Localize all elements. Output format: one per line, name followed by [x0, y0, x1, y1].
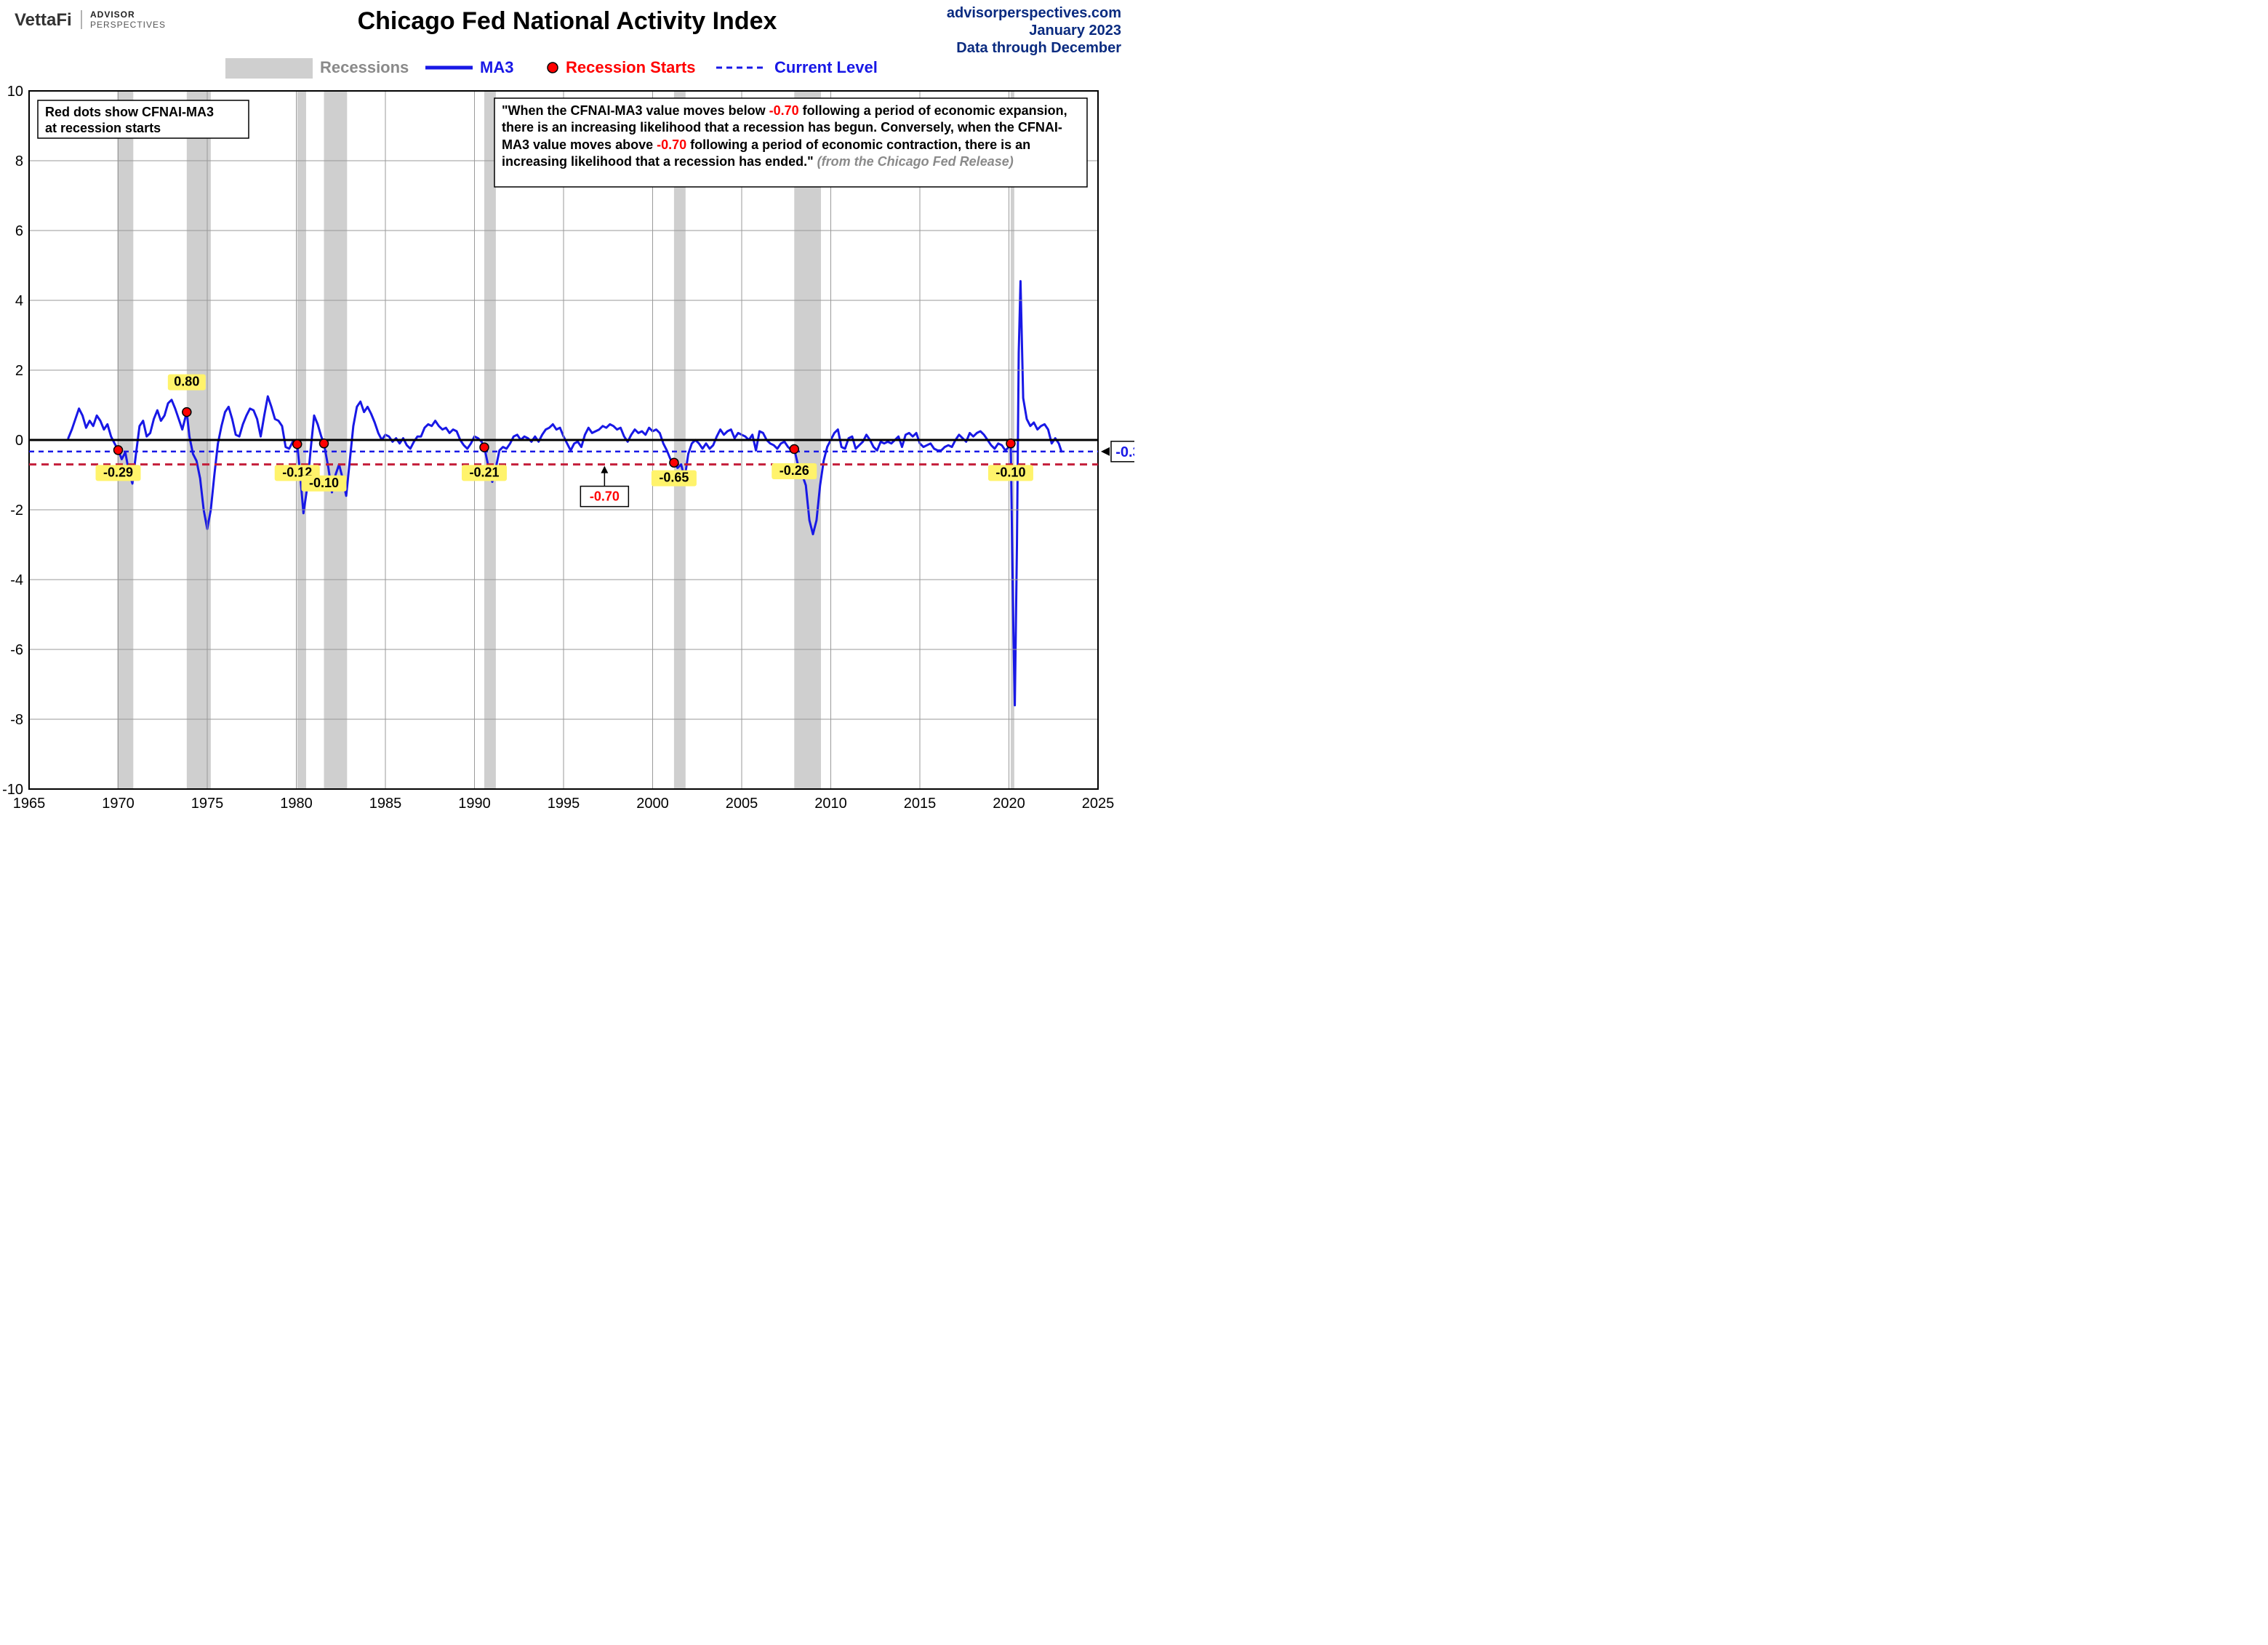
recession-start-dot — [114, 446, 123, 455]
dot-label: -0.10 — [309, 476, 339, 490]
dot-label: 0.80 — [174, 375, 199, 389]
logo-advisor-top: ADVISOR — [90, 9, 135, 20]
dot-label: -0.10 — [995, 465, 1025, 479]
x-tick-label: 2010 — [814, 796, 847, 812]
x-tick-label: 2005 — [726, 796, 758, 812]
y-tick-label: -6 — [10, 642, 23, 658]
x-tick-label: 1975 — [191, 796, 224, 812]
dot-label: -0.21 — [469, 465, 499, 479]
note-line1: Red dots show CFNAI-MA3 — [45, 105, 214, 119]
x-tick-label: 1965 — [13, 796, 46, 812]
x-tick-label: 2025 — [1082, 796, 1115, 812]
y-tick-label: 0 — [15, 433, 23, 449]
x-tick-label: 2020 — [993, 796, 1025, 812]
x-tick-label: 1970 — [102, 796, 135, 812]
y-tick-label: 10 — [7, 84, 23, 100]
recession-start-dot — [670, 458, 678, 467]
x-tick-label: 1980 — [280, 796, 313, 812]
current-label: -0.33 — [1115, 444, 1134, 460]
legend-dot-swatch — [548, 63, 558, 73]
recession-start-dot — [1006, 439, 1015, 448]
header-data-through: Data through December — [956, 40, 1121, 56]
header-url: advisorperspectives.com — [947, 5, 1121, 21]
legend-recstarts-label: Recession Starts — [566, 58, 696, 76]
dot-label: -0.29 — [103, 465, 133, 479]
x-tick-label: 2015 — [904, 796, 937, 812]
chart-container: VettaFi ADVISORPERSPECTIVES Chicago Fed Na… — [0, 0, 1134, 822]
x-tick-label: 2000 — [636, 796, 669, 812]
y-tick-label: 8 — [15, 153, 23, 169]
y-tick-label: 4 — [15, 293, 23, 309]
y-tick-label: -8 — [10, 712, 23, 728]
note-line2: at recession starts — [45, 121, 161, 135]
logo-vettafi: VettaFi — [15, 10, 72, 30]
legend-recessions-label: Recessions — [320, 58, 409, 76]
x-tick-label: 1985 — [369, 796, 402, 812]
legend-ma3-label: MA3 — [480, 58, 513, 76]
legend-recession-swatch — [225, 58, 313, 79]
recession-start-dot — [319, 439, 328, 448]
y-tick-label: -2 — [10, 503, 23, 519]
x-tick-label: 1995 — [548, 796, 580, 812]
legend-current-label: Current Level — [774, 58, 878, 76]
header-date: January 2023 — [1029, 23, 1121, 39]
threshold-label: -0.70 — [590, 489, 620, 504]
y-tick-label: -4 — [10, 572, 23, 588]
chart-svg: VettaFi ADVISORPERSPECTIVES Chicago Fed Na… — [0, 0, 1134, 822]
recession-start-dot — [480, 443, 489, 452]
y-tick-label: 6 — [15, 223, 23, 239]
x-tick-label: 1990 — [458, 796, 491, 812]
quote-text: "When the CFNAI-MA3 value moves below -0… — [502, 103, 1080, 171]
dot-label: -0.26 — [780, 463, 809, 478]
recession-start-dot — [183, 408, 191, 417]
logo-advisor-bottom: PERSPECTIVES — [90, 20, 166, 30]
dot-label: -0.65 — [659, 471, 689, 485]
recession-start-dot — [790, 444, 798, 453]
recession-start-dot — [293, 440, 302, 449]
chart-title: Chicago Fed National Activity Index — [358, 7, 777, 35]
y-tick-label: 2 — [15, 363, 23, 379]
